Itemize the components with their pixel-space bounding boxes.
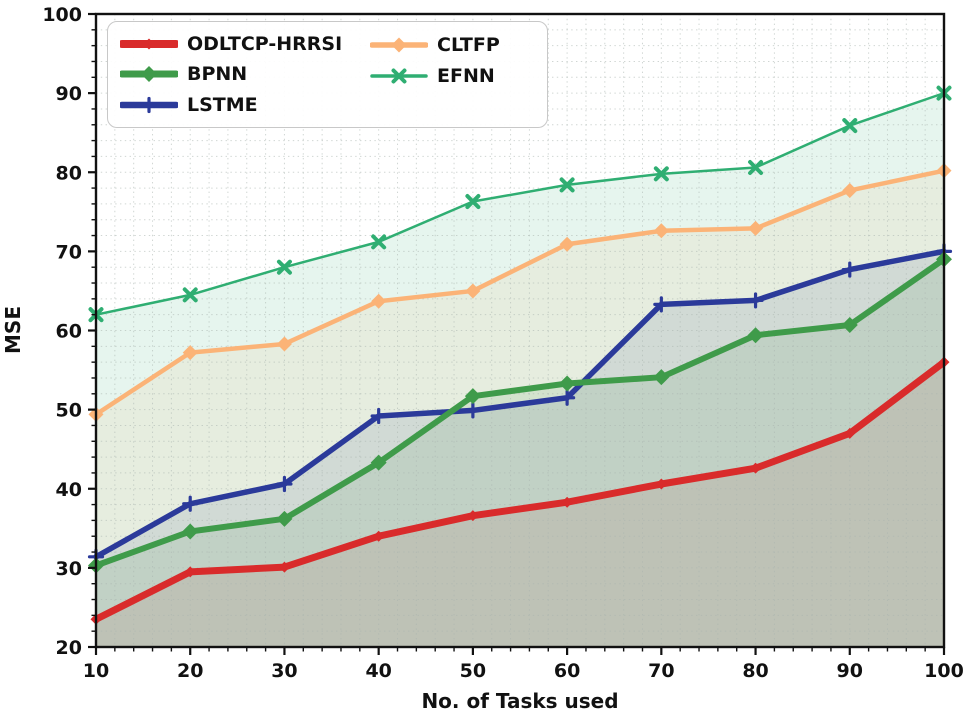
y-tick-label: 30 [56,558,82,580]
x-axis-title: No. of Tasks used [421,689,618,713]
legend-label: CLTFP [437,33,500,56]
x-tick-label: 40 [365,660,391,682]
legend-item-bpnn: BPNN [120,59,370,89]
x-tick-label: 80 [742,660,768,682]
x-tick-label: 10 [83,660,109,682]
x-tick-label: 90 [837,660,863,682]
x-tick-label: 70 [648,660,674,682]
plot-border [94,12,946,649]
series-efnn [88,85,952,323]
legend-swatch-plus-icon [120,96,178,113]
y-tick-label: 70 [56,241,82,263]
x-tick-label: 50 [460,660,486,682]
legend-label: LSTME [187,93,258,116]
y-tick-label: 40 [56,479,82,501]
legend-column: CLTFP EFNN [370,29,500,120]
x-tick-label: 30 [271,660,297,682]
legend-item-cltfp: CLTFP [370,29,500,60]
y-tick-label: 100 [42,4,82,26]
y-axis-title: MSE [1,306,25,354]
y-tick-label: 50 [56,400,82,422]
y-tick-label: 90 [56,83,82,105]
legend-label: BPNN [187,63,248,86]
area-fill-efnn [96,93,944,647]
y-tick-label: 60 [56,321,82,343]
series-odltcp-hrrsi [90,356,950,625]
area-fill-lstme [96,251,944,647]
y-tick-label: 20 [56,637,82,659]
x-tick-label: 60 [554,660,580,682]
area-fill-odltcp-hrrsi [96,362,944,647]
legend-item-efnn: EFNN [370,60,500,91]
legend-item-lstme: LSTME [120,90,370,120]
x-tick-label: 100 [924,660,964,682]
area-fill-bpnn [96,259,944,647]
legend-item-odltcp-hrrsi: ODLTCP-HRRSI [120,29,370,59]
legend-swatch-x-icon [370,68,428,83]
legend-label: EFNN [437,64,495,87]
legend-swatch-diamond-icon [120,66,178,83]
legend-swatch-diamond-icon [120,38,178,50]
series-cltfp [88,163,952,422]
y-tick-label: 80 [56,162,82,184]
legend-swatch-diamond-icon [370,37,428,52]
x-tick-label: 20 [177,660,203,682]
chart-legend: ODLTCP-HRRSI BPNN LSTME CLTFP EFNN [107,21,548,128]
area-fill-cltfp [96,170,944,648]
legend-column: ODLTCP-HRRSI BPNN LSTME [120,29,370,120]
legend-label: ODLTCP-HRRSI [187,33,343,56]
